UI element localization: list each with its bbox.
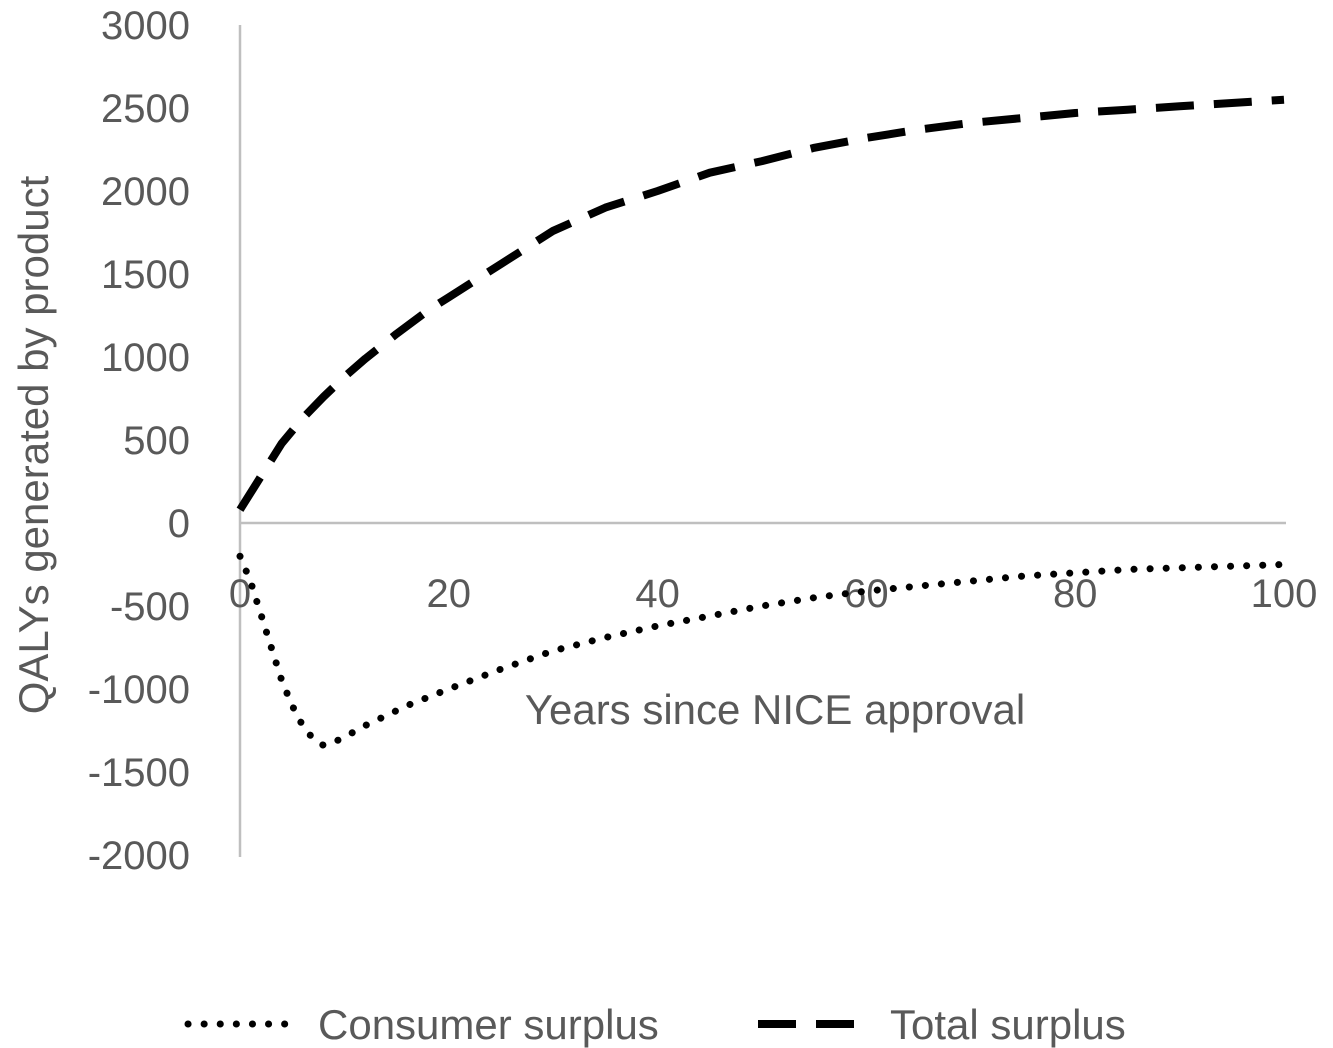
axes	[238, 25, 1286, 857]
total-surplus-legend-label: Total surplus	[890, 1001, 1126, 1048]
y-tick-label: -2000	[88, 834, 190, 878]
legend: Consumer surplus Total surplus	[184, 1001, 1126, 1048]
x-tick-label: 60	[844, 572, 889, 616]
total-surplus-series-line	[236, 95, 1285, 512]
y-axis-tick-labels: 3000 2500 2000 1500 1000 500 0 -500 -1000 -1500 -2…	[88, 4, 190, 878]
y-tick-label: 500	[123, 419, 190, 463]
x-tick-label: 100	[1251, 572, 1318, 616]
y-tick-label: 2000	[101, 170, 190, 214]
y-tick-label: -1500	[88, 751, 190, 795]
x-tick-label: 0	[229, 572, 251, 616]
y-tick-label: 3000	[101, 4, 190, 48]
series-layer	[236, 95, 1288, 749]
y-axis-title: QALYs generated by product	[10, 175, 57, 714]
y-tick-label: 2500	[101, 87, 190, 131]
x-tick-label: 20	[427, 572, 472, 616]
x-axis-tick-labels: 0 20 40 60 80 100	[229, 572, 1318, 616]
y-tick-label: 1500	[101, 253, 190, 297]
x-tick-label: 80	[1053, 572, 1098, 616]
x-axis-title: Years since NICE approval	[525, 686, 1025, 733]
y-tick-label: -1000	[88, 668, 190, 712]
consumer-surplus-legend-label: Consumer surplus	[318, 1001, 659, 1048]
y-tick-label: -500	[110, 585, 190, 629]
y-tick-label: 1000	[101, 336, 190, 380]
consumer-surplus-series-line	[236, 552, 1288, 749]
x-tick-label: 40	[635, 572, 680, 616]
y-tick-label: 0	[168, 502, 190, 546]
